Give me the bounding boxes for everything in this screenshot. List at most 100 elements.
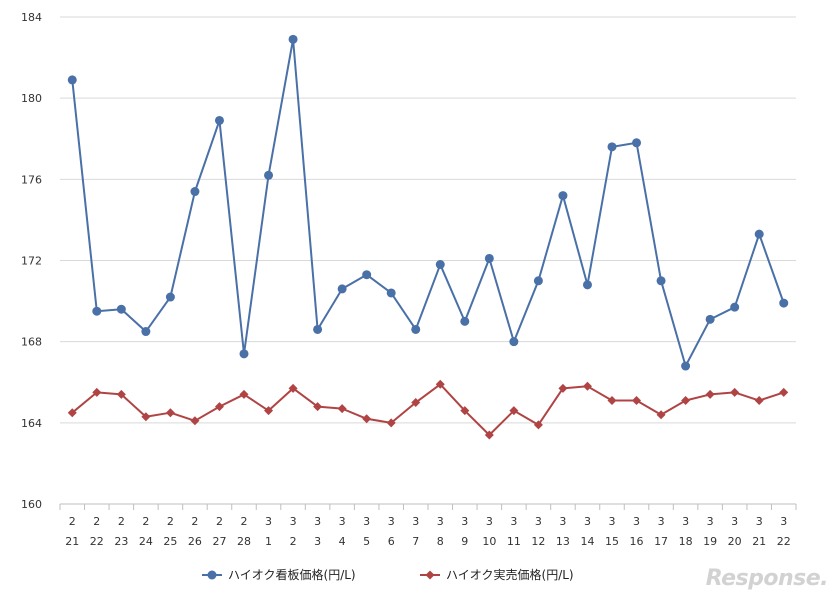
data-point xyxy=(239,349,249,359)
x-tick-label-month: 2 xyxy=(241,515,248,528)
data-point xyxy=(607,142,617,152)
y-tick-label: 164 xyxy=(21,417,42,430)
x-tick-label-day: 16 xyxy=(630,535,644,548)
x-tick-label-day: 20 xyxy=(728,535,742,548)
data-point xyxy=(607,396,617,406)
x-tick-label-day: 27 xyxy=(212,535,226,548)
data-point xyxy=(484,430,494,440)
x-tick-label-day: 22 xyxy=(777,535,791,548)
y-tick-label: 176 xyxy=(21,173,42,186)
x-tick-label-day: 25 xyxy=(163,535,177,548)
data-point xyxy=(92,387,102,397)
legend-marker-1 xyxy=(207,570,217,580)
data-point xyxy=(411,398,421,408)
legend-label-1: ハイオク看板価格(円/L) xyxy=(228,567,356,582)
x-tick-label-month: 3 xyxy=(633,515,640,528)
series-line-2 xyxy=(71,383,785,437)
x-tick-label-day: 12 xyxy=(531,535,545,548)
x-tick-label-month: 3 xyxy=(265,515,272,528)
y-tick-label: 180 xyxy=(21,92,42,105)
x-tick-label-day: 15 xyxy=(605,535,619,548)
data-point xyxy=(239,389,249,399)
data-point xyxy=(460,406,470,416)
data-point xyxy=(214,402,224,412)
data-point xyxy=(558,191,568,201)
x-tick-label-month: 3 xyxy=(412,515,419,528)
x-tick-label-month: 2 xyxy=(69,515,76,528)
data-point xyxy=(632,138,642,148)
data-point xyxy=(165,292,175,302)
x-tick-label-day: 22 xyxy=(90,535,104,548)
x-tick-label-month: 3 xyxy=(682,515,689,528)
data-point xyxy=(484,253,494,263)
x-tick-label-month: 3 xyxy=(780,515,787,528)
data-point xyxy=(214,115,224,125)
data-point xyxy=(582,280,592,290)
data-point xyxy=(754,396,764,406)
data-point xyxy=(141,412,151,422)
data-point xyxy=(386,288,396,298)
x-tick-label-day: 21 xyxy=(752,535,766,548)
data-point xyxy=(141,327,151,337)
data-point xyxy=(435,260,445,270)
series-line-1 xyxy=(71,38,785,368)
data-point xyxy=(681,396,691,406)
data-point xyxy=(386,418,396,428)
data-point xyxy=(754,229,764,239)
x-tick-label-day: 26 xyxy=(188,535,202,548)
data-point xyxy=(558,383,568,393)
data-point xyxy=(730,387,740,397)
data-point xyxy=(313,324,323,334)
x-tick-label-month: 3 xyxy=(559,515,566,528)
data-point xyxy=(460,316,470,326)
x-tick-label-month: 2 xyxy=(167,515,174,528)
y-tick-label: 184 xyxy=(21,11,42,24)
data-point xyxy=(681,361,691,371)
x-tick-label-day: 1 xyxy=(265,535,272,548)
data-point xyxy=(705,314,715,324)
x-tick-label-day: 21 xyxy=(65,535,79,548)
x-tick-label-month: 3 xyxy=(314,515,321,528)
x-tick-label-month: 3 xyxy=(388,515,395,528)
x-tick-label-day: 10 xyxy=(482,535,496,548)
x-tick-label-month: 3 xyxy=(486,515,493,528)
x-tick-label-month: 2 xyxy=(191,515,198,528)
data-point xyxy=(116,304,126,314)
data-point xyxy=(779,387,789,397)
data-point xyxy=(656,410,666,420)
data-point xyxy=(92,306,102,316)
data-point xyxy=(362,270,372,280)
x-tick-label-month: 3 xyxy=(510,515,517,528)
x-tick-label-day: 4 xyxy=(339,535,346,548)
x-tick-label-month: 3 xyxy=(535,515,542,528)
x-tick-label-day: 9 xyxy=(461,535,468,548)
data-point xyxy=(533,420,543,430)
data-point xyxy=(656,276,666,286)
x-tick-label-month: 3 xyxy=(756,515,763,528)
data-point xyxy=(190,187,200,197)
data-point xyxy=(288,34,298,44)
x-tick-label-day: 28 xyxy=(237,535,251,548)
data-point xyxy=(705,389,715,399)
x-tick-label-month: 3 xyxy=(609,515,616,528)
data-point xyxy=(288,383,298,393)
x-tick-label-month: 2 xyxy=(216,515,223,528)
data-point xyxy=(533,276,543,286)
x-tick-label-day: 5 xyxy=(363,535,370,548)
x-tick-label-day: 2 xyxy=(290,535,297,548)
x-tick-label-month: 3 xyxy=(339,515,346,528)
data-point xyxy=(165,408,175,418)
data-point xyxy=(264,170,274,180)
y-tick-label: 168 xyxy=(21,336,42,349)
data-point xyxy=(67,75,77,85)
data-point xyxy=(362,414,372,424)
x-tick-label-month: 3 xyxy=(461,515,468,528)
data-point xyxy=(190,416,200,426)
data-point xyxy=(264,406,274,416)
x-tick-label-day: 14 xyxy=(580,535,594,548)
data-point xyxy=(582,381,592,391)
x-tick-label-month: 3 xyxy=(707,515,714,528)
data-point xyxy=(509,406,519,416)
x-tick-label-month: 2 xyxy=(142,515,149,528)
